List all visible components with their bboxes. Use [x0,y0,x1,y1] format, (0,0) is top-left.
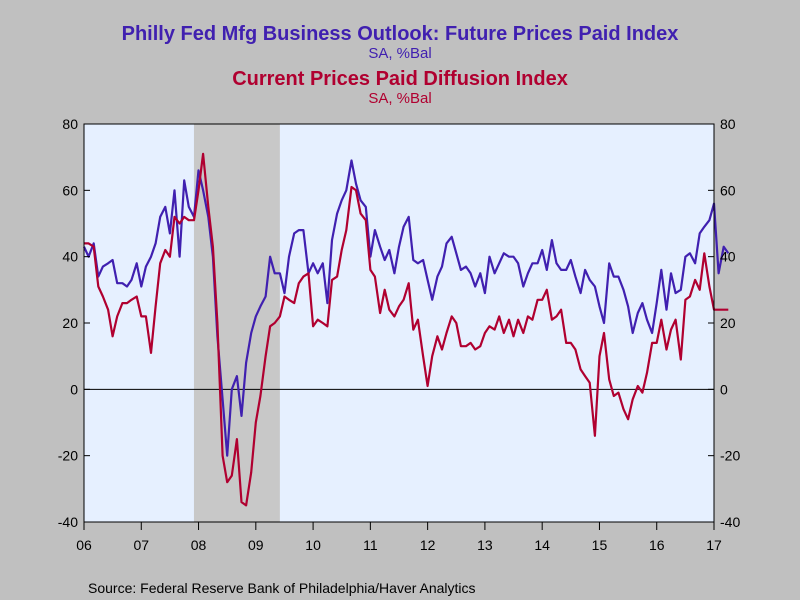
y-axis-left: -40 -20 0 20 40 60 80 [58,116,90,530]
x-tick-label: 13 [477,537,493,553]
y-tick-label-left: -20 [58,448,78,464]
chart-subtitle: SA, %Bal [368,45,431,62]
y-tick-label-right: -20 [720,448,740,464]
x-tick-label: 11 [363,537,378,553]
series-group [83,152,730,507]
x-tick-label: 15 [592,537,608,553]
y-tick-label-left: 0 [70,381,78,397]
x-tick-label: 16 [649,537,665,553]
x-tick-label: 08 [191,537,207,553]
y-tick-label-right: 20 [720,315,736,331]
recession-shading [193,124,280,522]
y-tick-label-left: 60 [62,182,78,198]
plot-area [84,124,714,522]
y-tick-label-right: 0 [720,381,728,397]
x-tick-label: 06 [76,537,92,553]
series-line-future-prices [83,159,730,457]
x-axis: 06 07 08 09 10 11 12 13 14 15 16 17 [76,522,722,553]
series-line-current-prices [84,152,729,507]
chart-subtitle-2: SA, %Bal [368,90,431,107]
y-tick-label-right: 80 [720,116,736,132]
x-tick-label: 10 [305,537,321,553]
y-tick-label-left: 80 [62,116,78,132]
source-note: Source: Federal Reserve Bank of Philadel… [88,580,476,596]
y-tick-label-left: -40 [58,514,78,530]
y-tick-label-right: -40 [720,514,740,530]
x-tick-label: 07 [133,537,149,553]
y-tick-label-left: 20 [62,315,78,331]
x-tick-label: 17 [706,537,722,553]
x-tick-label: 09 [248,537,264,553]
chart-title: Philly Fed Mfg Business Outlook: Future … [122,23,679,45]
y-axis-right: -40 -20 0 20 40 60 80 [708,116,740,530]
y-tick-label-right: 40 [720,249,736,265]
x-tick-label: 12 [420,537,436,553]
y-tick-label-left: 40 [62,249,78,265]
x-tick-label: 14 [534,537,550,553]
chart-title-2: Current Prices Paid Diffusion Index [232,68,568,90]
y-tick-label-right: 60 [720,182,736,198]
